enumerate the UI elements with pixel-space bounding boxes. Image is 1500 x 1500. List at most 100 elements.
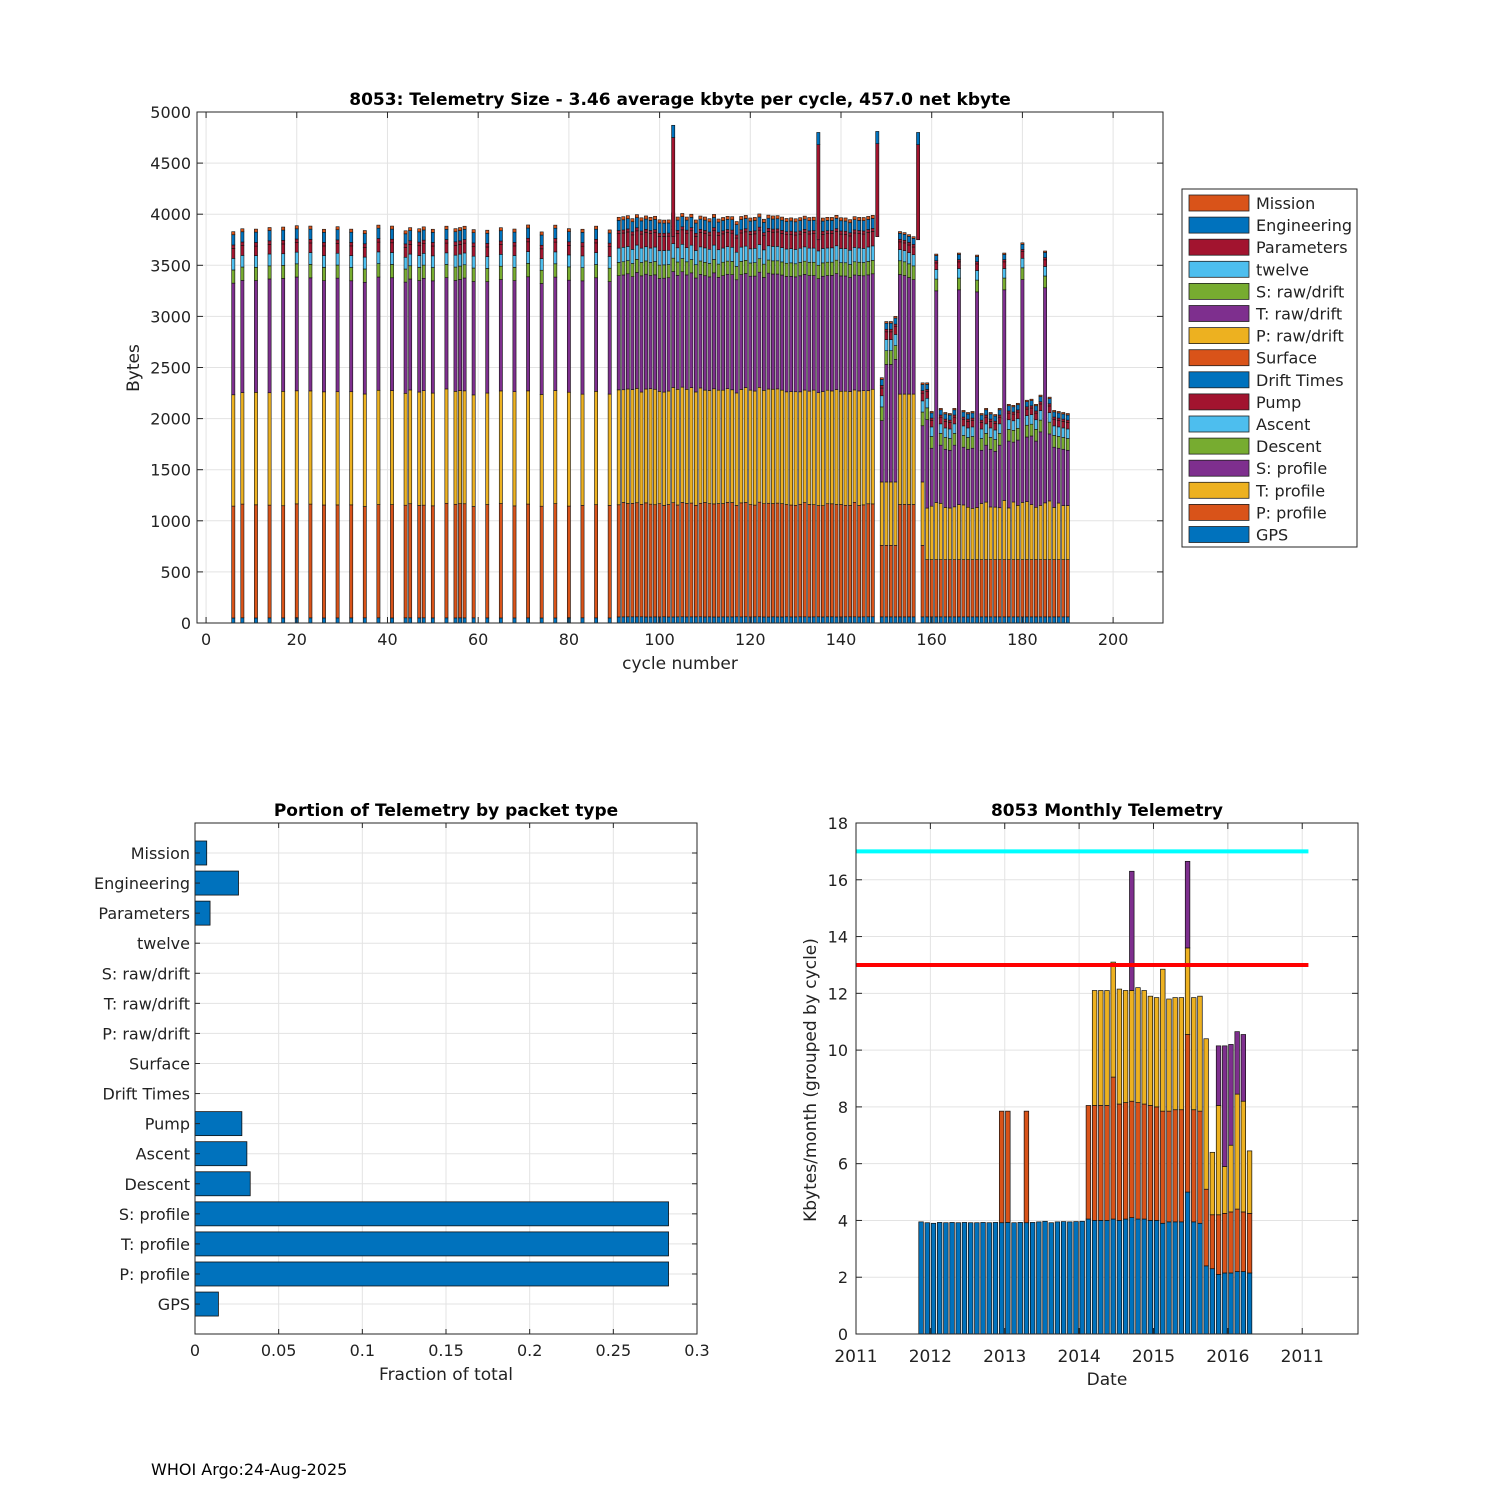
bar-segment — [231, 269, 236, 284]
bar-segment — [771, 388, 775, 504]
bar-segment — [947, 414, 952, 421]
bar-segment — [240, 228, 245, 233]
bar-segment — [689, 217, 694, 228]
bar-segment — [816, 616, 821, 624]
bar-segment — [848, 249, 852, 265]
bar-segment — [408, 240, 413, 245]
bar-segment — [966, 412, 970, 415]
bar-segment — [721, 247, 725, 263]
bar-segment — [802, 260, 807, 275]
bar-segment — [1052, 410, 1057, 413]
bar-segment — [566, 266, 571, 281]
bar-segment — [857, 275, 862, 392]
bar-segment — [848, 235, 852, 251]
bar-segment — [240, 245, 245, 256]
bar-segment — [938, 408, 943, 411]
bar-segment — [294, 238, 299, 243]
bar-segment — [625, 616, 630, 624]
bar-segment — [1002, 616, 1007, 624]
bar-segment — [458, 230, 462, 242]
bar-segment — [376, 276, 381, 391]
bar-segment — [957, 261, 961, 269]
bar-segment — [1222, 1166, 1228, 1214]
bar-segment — [462, 277, 467, 392]
bar-segment — [648, 275, 653, 390]
bar-segment — [807, 220, 812, 232]
bar-segment — [254, 245, 258, 256]
bar-segment — [1052, 616, 1057, 624]
x-tick-label: 2015 — [1132, 1347, 1175, 1367]
bar-segment — [789, 616, 794, 624]
bar-segment — [1054, 1221, 1061, 1335]
bar-segment — [775, 218, 780, 230]
bar-segment — [526, 617, 530, 624]
bar-segment — [635, 388, 639, 504]
bar-segment — [471, 246, 476, 257]
bar-segment — [938, 414, 943, 418]
bar-segment — [757, 271, 762, 388]
bar-segment — [376, 241, 381, 253]
bar-segment — [671, 257, 676, 272]
bar-segment — [390, 504, 394, 619]
bar-segment — [444, 225, 449, 230]
bar-segment — [662, 222, 667, 234]
legend-swatch — [1188, 194, 1250, 212]
bar-segment — [1042, 1220, 1048, 1335]
bar-segment — [984, 444, 989, 503]
bar-segment — [743, 215, 748, 219]
bar-segment — [839, 262, 843, 277]
bar-segment — [1091, 1105, 1098, 1221]
x-tick-label: 2014 — [1057, 1347, 1100, 1367]
bar-segment — [970, 508, 975, 560]
y-tick-label: 0 — [838, 1325, 848, 1344]
bar-segment — [625, 215, 630, 220]
bar-segment — [716, 221, 721, 233]
bar-segment — [671, 124, 676, 138]
bar-segment — [734, 266, 739, 281]
bar-segment — [1184, 860, 1191, 949]
bar-segment — [580, 242, 585, 247]
bar-segment — [680, 226, 685, 231]
bar-segment — [1079, 1220, 1085, 1335]
bar-segment — [739, 389, 744, 504]
x-tick-label: 2013 — [983, 1347, 1026, 1367]
bar-segment — [988, 448, 993, 508]
bar-segment — [902, 393, 907, 505]
bar-segment — [1025, 559, 1029, 618]
bar-segment — [421, 617, 426, 624]
bar-segment — [861, 616, 866, 624]
bar-segment — [1047, 405, 1052, 413]
bar-segment — [1065, 414, 1070, 421]
bar-segment — [834, 273, 839, 390]
bar-segment — [925, 397, 930, 409]
bar-segment — [639, 220, 644, 232]
bar-segment — [943, 427, 948, 438]
bar-segment — [839, 217, 843, 222]
bar-segment — [1056, 559, 1061, 618]
bar-segment — [703, 261, 707, 277]
bar-segment — [793, 221, 798, 233]
bar-segment — [349, 228, 354, 233]
bar-segment — [607, 229, 612, 234]
bar-segment — [870, 388, 875, 505]
bar-segment — [734, 616, 739, 624]
bar-segment — [870, 260, 875, 275]
bar-segment — [811, 389, 816, 505]
bar-segment — [730, 219, 735, 231]
bar-segment — [852, 261, 857, 276]
bar-segment — [703, 233, 707, 249]
bar-segment — [458, 279, 462, 391]
bar-segment — [730, 216, 735, 221]
bar-segment — [1234, 1093, 1240, 1210]
bar-segment — [498, 240, 503, 245]
bar-segment — [539, 505, 544, 619]
bar-segment — [621, 247, 626, 263]
bar-segment — [888, 350, 893, 365]
bar-segment — [748, 248, 753, 264]
bar-segment — [630, 263, 635, 277]
bar-segment — [1015, 439, 1020, 506]
bar-segment — [997, 616, 1002, 624]
bar-segment — [952, 616, 957, 624]
bar-segment — [703, 216, 707, 221]
bar-segment — [1246, 1150, 1253, 1214]
